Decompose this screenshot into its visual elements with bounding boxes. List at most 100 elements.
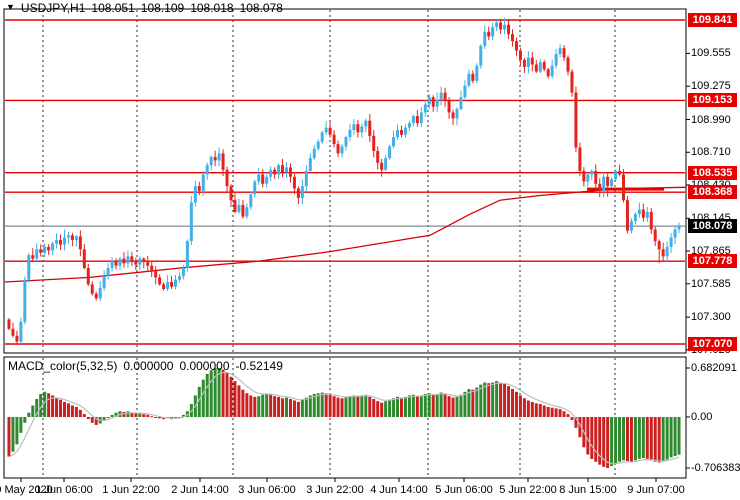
candle-body xyxy=(372,135,376,152)
macd-histogram-bar xyxy=(225,372,229,417)
candle-body xyxy=(645,211,649,218)
candle-body xyxy=(447,100,451,113)
macd-histogram-bar xyxy=(201,379,205,417)
price-axis-label: 107.585 xyxy=(691,277,731,290)
candle-body xyxy=(292,176,296,189)
macd-histogram-bar xyxy=(146,414,150,417)
macd-histogram-bar xyxy=(562,411,566,417)
candle-body xyxy=(574,92,578,148)
macd-histogram-bar xyxy=(522,398,526,417)
candle-body xyxy=(570,71,574,93)
candle-body xyxy=(657,241,661,250)
candle-body xyxy=(550,65,554,77)
macd-histogram-bar xyxy=(511,388,514,417)
candle-body xyxy=(546,69,550,77)
candle-body xyxy=(201,174,205,191)
macd-histogram-bar xyxy=(308,395,312,417)
candle-body xyxy=(566,57,570,72)
candle-body xyxy=(233,200,237,212)
macd-histogram-bar xyxy=(70,405,74,417)
macd-histogram-bar xyxy=(265,394,269,417)
macd-histogram-bar xyxy=(94,417,98,425)
macd-histogram-bar xyxy=(126,411,130,417)
main-panel-frame[interactable] xyxy=(3,8,687,354)
macd-histogram-bar xyxy=(269,394,273,417)
macd-indicator-name: MACD_color(5,32,5) xyxy=(8,359,118,373)
candle-body xyxy=(59,239,63,245)
macd-histogram-bar xyxy=(423,394,427,417)
macd-histogram-bar xyxy=(538,404,542,417)
moving-average-line[interactable] xyxy=(4,186,687,283)
candle-body xyxy=(130,256,134,261)
macd-histogram-bar xyxy=(15,417,19,445)
macd-histogram-bar xyxy=(31,405,35,417)
chart-dropdown-icon[interactable]: ▼ xyxy=(6,2,15,12)
macd-histogram-bar xyxy=(459,394,463,417)
macd-histogram-bar xyxy=(542,405,546,417)
candle-body xyxy=(308,158,312,171)
macd-histogram-bar xyxy=(376,401,380,417)
candle-body xyxy=(665,246,669,257)
macd-histogram-bar xyxy=(514,391,518,417)
candle-body xyxy=(245,207,249,217)
candle-body xyxy=(336,144,340,154)
price-axis-label: 107.300 xyxy=(691,311,731,324)
candle-body xyxy=(633,214,637,222)
macd-histogram-bar xyxy=(296,401,300,417)
candle-body xyxy=(174,279,177,287)
macd-signal-line xyxy=(8,371,680,465)
candle-body xyxy=(427,97,431,105)
macd-histogram-bar xyxy=(451,397,455,417)
candle-body xyxy=(384,158,388,170)
macd-histogram-bar xyxy=(312,394,316,417)
candle-body xyxy=(459,97,463,109)
candle-body xyxy=(495,22,499,28)
candle-body xyxy=(411,115,415,124)
high-value: 108.109 xyxy=(140,1,185,15)
macd-histogram-bar xyxy=(622,417,626,461)
macd-histogram-bar xyxy=(66,403,70,417)
macd-histogram-bar xyxy=(217,368,221,417)
candle-body xyxy=(396,130,400,138)
macd-histogram-bar xyxy=(518,395,522,417)
candle-body xyxy=(134,260,138,265)
macd-histogram-bar xyxy=(415,396,419,417)
candle-body xyxy=(110,260,114,268)
candle-body xyxy=(300,186,304,198)
candle-body xyxy=(66,235,70,238)
macd-histogram-bar xyxy=(629,417,633,463)
macd-histogram-bar xyxy=(396,396,400,417)
macd-histogram-bar xyxy=(546,406,550,417)
macd-histogram-bar xyxy=(304,397,308,417)
candle-body xyxy=(257,174,261,182)
macd-histogram-bar xyxy=(23,417,27,423)
candle-body xyxy=(288,167,292,177)
candle-body xyxy=(285,167,289,173)
candle-body xyxy=(435,99,439,107)
macd-histogram-bar xyxy=(197,386,201,417)
macd-histogram-bar xyxy=(614,417,618,464)
candle-body xyxy=(296,188,300,198)
price-axis-label: 109.555 xyxy=(691,47,731,60)
candle-body xyxy=(312,148,316,159)
price-axis-label: 107.865 xyxy=(691,245,731,258)
candle-body xyxy=(62,237,66,245)
time-axis-label: 4 Jun 14:00 xyxy=(370,484,428,496)
macd-histogram-bar xyxy=(27,412,31,417)
candle-body xyxy=(78,236,82,250)
price-level-badge: 108.535 xyxy=(688,165,737,180)
candle-body xyxy=(181,267,185,277)
macd-histogram-bar xyxy=(205,373,209,417)
macd-axis-label: 0.00 xyxy=(691,411,713,423)
candle-body xyxy=(277,165,281,175)
candle-body xyxy=(150,265,154,271)
candle-body xyxy=(158,277,162,285)
candle-body xyxy=(653,229,657,242)
macd-histogram-bar xyxy=(618,417,622,462)
candle-body xyxy=(451,112,455,119)
macd-value-1: 0.000000 xyxy=(123,359,174,373)
candle-body xyxy=(507,24,511,35)
candle-body xyxy=(86,267,90,285)
